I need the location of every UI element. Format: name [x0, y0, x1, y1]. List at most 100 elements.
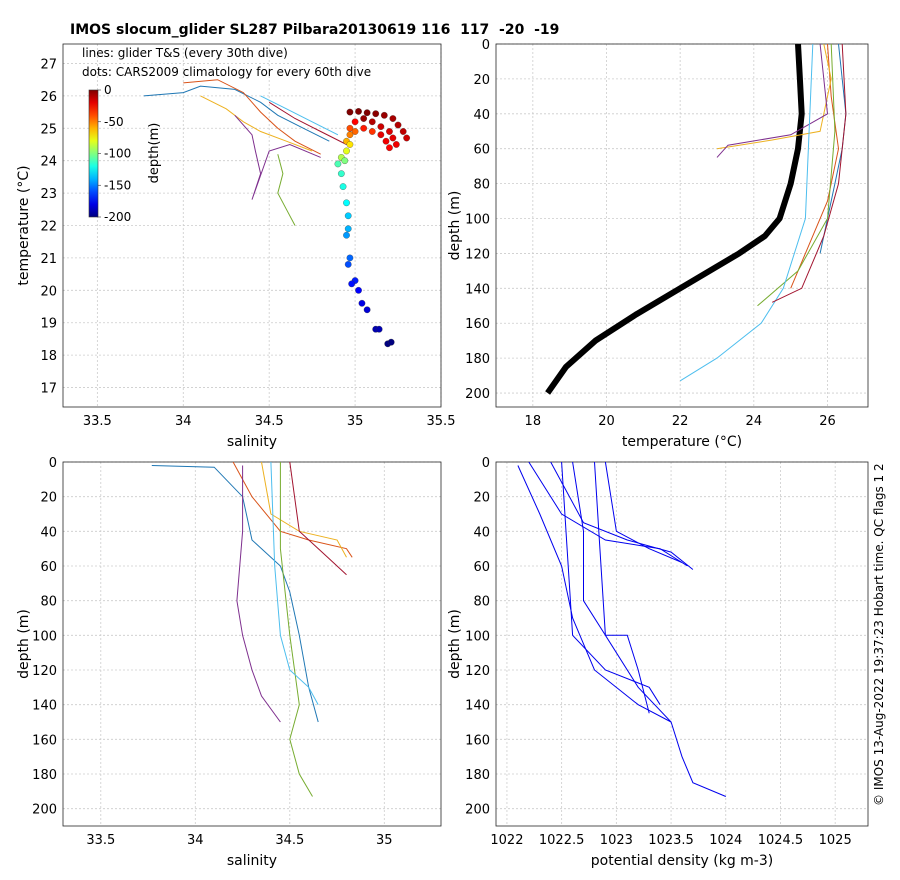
series-line [279, 462, 313, 797]
y-tick-label: 160 [465, 733, 490, 748]
series-line [561, 462, 661, 705]
y-tick-label: 17 [40, 382, 57, 397]
y-axis-label: depth (m) [447, 191, 463, 261]
x-tick-label: 33.5 [86, 833, 115, 848]
climatology-dot [363, 306, 371, 314]
plot-area [143, 79, 410, 348]
y-tick-label: 200 [465, 387, 490, 402]
climatology-dot [346, 108, 354, 116]
y-axis-label: depth (m) [16, 609, 32, 679]
series-line [183, 79, 321, 155]
climatology-dot [360, 115, 368, 122]
credit-text: © IMOS 13-Aug-2022 19:37:23 Hobart time.… [872, 463, 886, 806]
axes-box [62, 461, 442, 827]
y-tick-label: 21 [40, 252, 57, 267]
climatology-dot [387, 338, 395, 346]
y-tick-label: 40 [473, 108, 490, 123]
plot-area [151, 462, 353, 797]
y-tick-label: 40 [473, 525, 490, 540]
colorbar-tick-label: 0 [104, 83, 112, 97]
series-line [289, 462, 347, 576]
y-tick-label: 160 [32, 733, 57, 748]
x-tick-label: 34 [187, 833, 204, 848]
colorbar-tick-label: -200 [104, 210, 131, 224]
y-tick-label: 100 [465, 213, 490, 228]
series-line [236, 465, 281, 723]
climatology-dot [348, 280, 356, 288]
x-tick-label: 1025 [819, 833, 852, 848]
y-tick-label: 18 [40, 349, 57, 364]
climatology-dot [399, 128, 407, 135]
climatology-dot [392, 141, 400, 148]
y-tick-label: 22 [40, 220, 57, 235]
series-line [757, 44, 836, 307]
x-axis-label: potential density (kg m-3) [591, 853, 773, 869]
climatology-dot [377, 131, 385, 139]
climatology-dot [389, 134, 397, 142]
y-tick-label: 140 [465, 699, 490, 714]
climatology-dot [368, 128, 376, 135]
plot-area [517, 462, 726, 797]
x-tick-label: 24 [746, 414, 763, 429]
climatology-dot [394, 121, 402, 129]
series-line [790, 44, 840, 289]
y-tick-label: 80 [473, 178, 490, 193]
series-line [594, 462, 726, 797]
series-line [260, 95, 339, 136]
colorbar: 0 -50 -100 -150 -200 depth(m) [88, 83, 162, 224]
y-tick-label: 40 [40, 525, 57, 540]
y-tick-label: 120 [32, 664, 57, 679]
climatology-dot [346, 131, 354, 139]
y-tick-label: 60 [473, 143, 490, 158]
y-tick-label: 180 [465, 768, 490, 783]
series-line [679, 44, 814, 382]
y-tick-label: 0 [482, 456, 490, 471]
climatology-dot [341, 157, 349, 165]
x-tick-label: 1024 [709, 833, 742, 848]
climatology-dot [375, 325, 383, 333]
climatology-dot [372, 110, 380, 118]
y-axis-label: depth (m) [447, 609, 463, 679]
figure-title: IMOS slocum_glider SL287 Pilbara20130619… [70, 22, 560, 38]
climatology-dot [344, 225, 352, 233]
x-tick-label: 34.5 [255, 414, 284, 429]
y-tick-label: 200 [32, 803, 57, 818]
colorbar-gradient [88, 89, 99, 218]
y-tick-label: 60 [40, 560, 57, 575]
series-line [604, 462, 683, 563]
x-tick-label: 22 [672, 414, 689, 429]
legend-text-dots: dots: CARS2009 climatology for every 60t… [82, 65, 371, 79]
colorbar-label: depth(m) [147, 123, 162, 184]
x-tick-label: 34 [175, 414, 192, 429]
x-tick-label: 1024.5 [758, 833, 804, 848]
series-line [517, 465, 672, 723]
series-line [200, 95, 313, 152]
legend-text-lines: lines: glider T&S (every 30th dive) [82, 46, 288, 60]
climatology-dot [346, 141, 354, 148]
x-tick-label: 33.5 [83, 414, 112, 429]
climatology-dot [344, 212, 352, 220]
climatology-dot [344, 261, 352, 268]
x-tick-label: 26 [819, 414, 836, 429]
climatology-dot [351, 128, 359, 135]
x-tick-label: 1022 [490, 833, 523, 848]
climatology-dot [337, 170, 345, 177]
panel-salinity_profile: 33.5 34 34.5 35 0 20 40 60 80 100 120 140 160 180 200 s… [16, 456, 442, 869]
climatology-dot [351, 118, 359, 126]
colorbar-tick-label: -50 [104, 115, 124, 129]
axes-box [495, 461, 869, 827]
axes-box [62, 43, 442, 408]
y-tick-label: 140 [465, 282, 490, 297]
climatology-dot [343, 147, 350, 155]
climatology-profile-line [545, 44, 805, 395]
y-tick-label: 27 [40, 57, 57, 72]
climatology-dot [382, 137, 390, 145]
x-tick-label: 1023 [600, 833, 633, 848]
climatology-dot [386, 128, 393, 135]
y-tick-label: 24 [40, 155, 57, 170]
x-axis-label: salinity [227, 853, 277, 869]
y-tick-label: 140 [32, 699, 57, 714]
series-line [234, 114, 321, 200]
climatology-dot [346, 254, 354, 262]
